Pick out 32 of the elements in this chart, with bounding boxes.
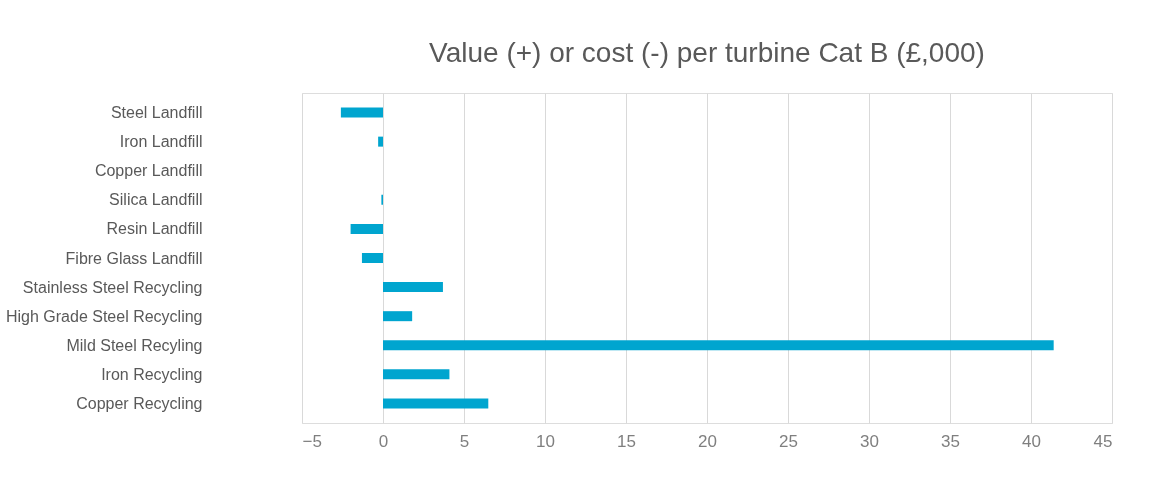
- x-tick-label: 0: [378, 431, 389, 451]
- bar: [378, 136, 383, 147]
- y-tick-label: Iron Recycling: [101, 365, 203, 383]
- bar: [383, 311, 413, 322]
- y-tick-label: Steel Landfill: [110, 104, 203, 122]
- bar: [340, 107, 383, 118]
- x-tick-label: 5: [459, 431, 470, 451]
- y-tick-label: Copper Recycling: [76, 394, 203, 412]
- x-tick-label: 15: [617, 431, 636, 451]
- y-tick-label: Silica Landfill: [109, 191, 203, 209]
- x-tick-label: 10: [536, 431, 555, 451]
- y-tick-label: High Grade Steel Recycling: [5, 307, 203, 325]
- bar: [383, 340, 1054, 351]
- bar: [383, 398, 489, 409]
- bar: [383, 369, 450, 380]
- bar: [361, 253, 383, 263]
- x-tick-label: 30: [860, 431, 879, 451]
- x-tick-label: 20: [698, 431, 717, 451]
- x-tick-label: 35: [941, 431, 960, 451]
- chart-title: Value (+) or cost (-) per turbine Cat B (£,000): [429, 37, 985, 68]
- x-tick-label: 40: [1022, 431, 1041, 451]
- y-tick-label: Mild Steel Recyling: [66, 336, 203, 354]
- x-tick-label: 45: [1093, 431, 1113, 451]
- y-tick-label: Copper Landfill: [94, 162, 203, 180]
- y-tick-label: Resin Landfill: [106, 220, 203, 238]
- x-tick-label: −5: [302, 431, 322, 451]
- y-tick-label: Fibre Glass Landfill: [65, 249, 203, 267]
- y-tick-label: Iron Landfill: [119, 133, 203, 151]
- bar: [350, 223, 383, 234]
- y-tick-label: Stainless Steel Recycling: [22, 278, 203, 296]
- bar: [383, 282, 443, 293]
- x-tick-label: 25: [779, 431, 798, 451]
